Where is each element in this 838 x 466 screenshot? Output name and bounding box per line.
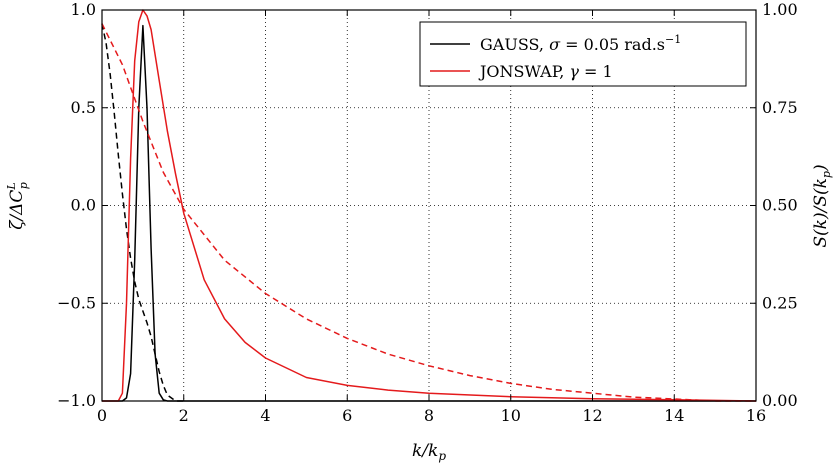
right-axis-label-end: ) [811,164,831,172]
legend-jonswap-b: = 1 [579,62,613,81]
left-axis-label-sub: p [17,182,30,189]
x-tick-label-3: 6 [342,406,352,425]
right-tick-label-0: 0.00 [762,391,798,410]
x-tick-label-0: 0 [97,406,107,425]
ticks: 0 2 4 6 8 10 12 14 16 −1.0 −0.5 0.0 0.5 1.0 0.00 0.25 0.… [57,0,797,425]
x-tick-label-4: 8 [424,406,434,425]
left-axis-label-main: ζ/ΔC [7,190,27,230]
series-line-3 [101,23,756,402]
right-axis-label-sub: p [820,171,833,178]
right-tick-label-3: 0.75 [762,98,798,117]
x-tick-label-6: 12 [582,406,602,425]
legend-label-gauss: GAUSS, σ = 0.05 rad.s−1 [480,33,681,54]
left-axis-label: ζ/ΔCLp [5,182,30,230]
left-tick-label-3: 0.5 [71,98,96,117]
right-axis-label: S(k)/S(kp) [811,164,833,247]
legend-jonswap-a: JONSWAP, [478,62,569,81]
legend-gauss-sup: −1 [665,33,681,46]
left-tick-label-1: −0.5 [57,293,96,312]
legend-label-jonswap: JONSWAP, γ = 1 [478,62,613,81]
legend-gauss-a: GAUSS, [480,35,549,54]
series-line-2 [102,9,757,402]
left-tick-label-2: 0.0 [71,196,96,215]
left-axis-label-sup: L [5,182,18,190]
left-tick-label-4: 1.0 [71,0,96,19]
x-tick-label-5: 10 [501,406,521,425]
right-tick-label-2: 0.50 [762,196,798,215]
right-tick-label-1: 0.25 [762,293,798,312]
legend-box [419,21,747,87]
x-tick-label-8: 16 [746,406,766,425]
x-axis-label: k/kp [412,441,446,463]
x-axis-label-main: k/k [412,441,438,461]
x-tick-label-2: 4 [260,406,270,425]
left-tick-label-0: −1.0 [57,391,96,410]
legend-gauss-sym: σ [549,35,561,54]
right-tick-label-4: 1.00 [762,0,798,19]
x-axis-label-sub: p [438,449,446,463]
legend-jonswap-sym: γ [569,62,579,81]
series-line-1 [101,23,184,402]
legend: GAUSS, σ = 0.05 rad.s−1 JONSWAP, γ = 1 [419,21,747,87]
x-tick-label-7: 14 [664,406,684,425]
right-axis-label-main: S(k)/S(k [811,178,831,248]
legend-gauss-b: = 0.05 rad.s [560,35,665,54]
x-tick-label-1: 2 [179,406,189,425]
